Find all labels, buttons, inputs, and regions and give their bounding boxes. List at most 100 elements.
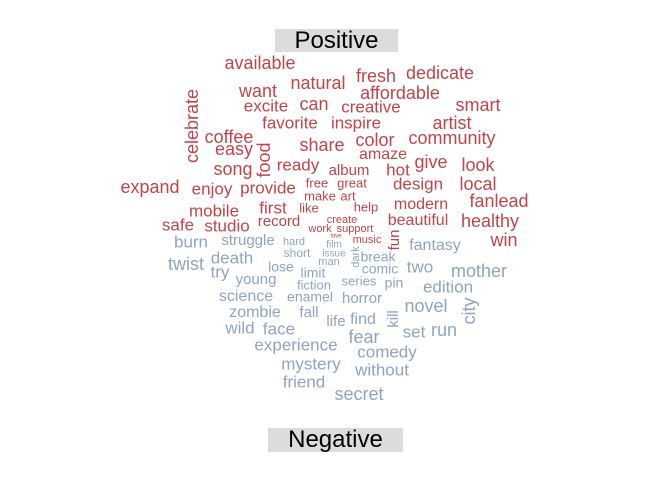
word-can: can: [299, 94, 328, 114]
word-healthy: healthy: [461, 211, 519, 231]
word-comic: comic: [362, 261, 399, 277]
word-smart: smart: [456, 95, 501, 115]
word-look: look: [461, 155, 495, 175]
word-fun: fun: [386, 230, 403, 251]
word-fall: fall: [299, 304, 318, 321]
word-mother: mother: [451, 261, 507, 281]
word-song: song: [213, 159, 252, 179]
word-set: set: [403, 322, 426, 341]
word-death: death: [211, 248, 254, 267]
word-run: run: [431, 320, 457, 340]
word-fresh: fresh: [356, 66, 396, 86]
word-provide: provide: [240, 178, 296, 197]
word-affordable: affordable: [360, 83, 440, 103]
word-want: want: [238, 81, 277, 101]
word-friend: friend: [283, 372, 326, 391]
word-win: win: [489, 230, 517, 250]
word-fantasy: fantasy: [409, 237, 461, 254]
word-art: art: [340, 188, 356, 203]
word-artist: artist: [432, 113, 471, 133]
word-favorite: favorite: [262, 113, 318, 132]
word-music: music: [353, 234, 382, 246]
word-fiction: fiction: [297, 277, 331, 292]
word-color: color: [355, 130, 394, 150]
word-science: science: [219, 288, 273, 305]
word-food: food: [254, 142, 274, 177]
word-help: help: [354, 199, 379, 214]
word-local: local: [459, 174, 496, 194]
word-coffee: coffee: [205, 127, 254, 147]
word-album: album: [329, 162, 370, 179]
word-horror: horror: [342, 290, 382, 307]
word-hot: hot: [386, 160, 410, 179]
word-community: community: [408, 128, 495, 148]
word-free: free: [306, 175, 328, 190]
word-break: break: [360, 249, 396, 265]
word-great: great: [337, 175, 367, 190]
word-enjoy: enjoy: [192, 179, 233, 198]
word-enamel: enamel: [287, 289, 333, 305]
word-studio: studio: [204, 216, 249, 235]
word-wild: wild: [224, 318, 254, 337]
word-celebrate: celebrate: [182, 89, 202, 163]
word-make: make: [304, 188, 336, 203]
negative-group-label: Negative: [268, 428, 403, 452]
word-face: face: [263, 319, 295, 338]
word-issue: issue: [322, 249, 346, 260]
word-young: young: [236, 271, 277, 288]
word-fear: fear: [348, 327, 379, 347]
word-man: man: [318, 256, 339, 268]
word-love: love: [330, 234, 342, 240]
word-give: give: [414, 152, 447, 172]
word-first: first: [259, 198, 287, 217]
word-create: create: [327, 214, 358, 226]
word-experience: experience: [254, 335, 337, 354]
word-life: life: [326, 313, 345, 330]
word-work: work: [307, 223, 332, 235]
word-without: without: [354, 360, 409, 379]
word-short: short: [284, 246, 311, 260]
word-available: available: [224, 53, 295, 73]
word-easy: easy: [215, 139, 253, 159]
word-record: record: [258, 213, 301, 230]
word-beautiful: beautiful: [388, 212, 449, 229]
word-find: find: [350, 311, 376, 328]
word-like: like: [299, 200, 319, 215]
word-burn: burn: [174, 232, 208, 251]
word-share: share: [299, 135, 344, 155]
word-secret: secret: [334, 384, 383, 404]
word-twist: twist: [168, 254, 204, 274]
word-expand: expand: [120, 177, 179, 197]
word-novel: novel: [404, 296, 447, 316]
word-dark: dark: [350, 246, 362, 268]
word-mobile: mobile: [189, 201, 239, 220]
word-excite: excite: [244, 96, 288, 115]
word-dedicate: dedicate: [406, 63, 474, 83]
word-fanlead: fanlead: [469, 191, 528, 211]
word-series: series: [342, 273, 377, 288]
word-kill: kill: [385, 310, 402, 328]
word-design: design: [393, 174, 443, 193]
word-film: film: [326, 240, 342, 251]
word-two: two: [407, 257, 433, 276]
word-city: city: [459, 298, 479, 325]
word-struggle: struggle: [221, 232, 274, 249]
word-hard: hard: [283, 236, 305, 248]
word-natural: natural: [290, 73, 345, 93]
word-ready: ready: [277, 155, 320, 174]
word-modern: modern: [394, 196, 448, 213]
positive-group-label: Positive: [275, 29, 398, 53]
word-amaze: amaze: [359, 146, 407, 163]
word-try: try: [211, 262, 230, 281]
word-mystery: mystery: [281, 354, 341, 373]
word-inspire: inspire: [331, 113, 381, 132]
word-lose: lose: [268, 259, 294, 275]
word-pin: pin: [385, 275, 404, 291]
negative-words: burn struggle hard film fantasy death short iss…: [168, 232, 507, 404]
word-zombie: zombie: [229, 304, 281, 321]
word-creative: creative: [341, 97, 401, 116]
word-safe: safe: [162, 215, 194, 234]
word-edition: edition: [423, 277, 473, 296]
